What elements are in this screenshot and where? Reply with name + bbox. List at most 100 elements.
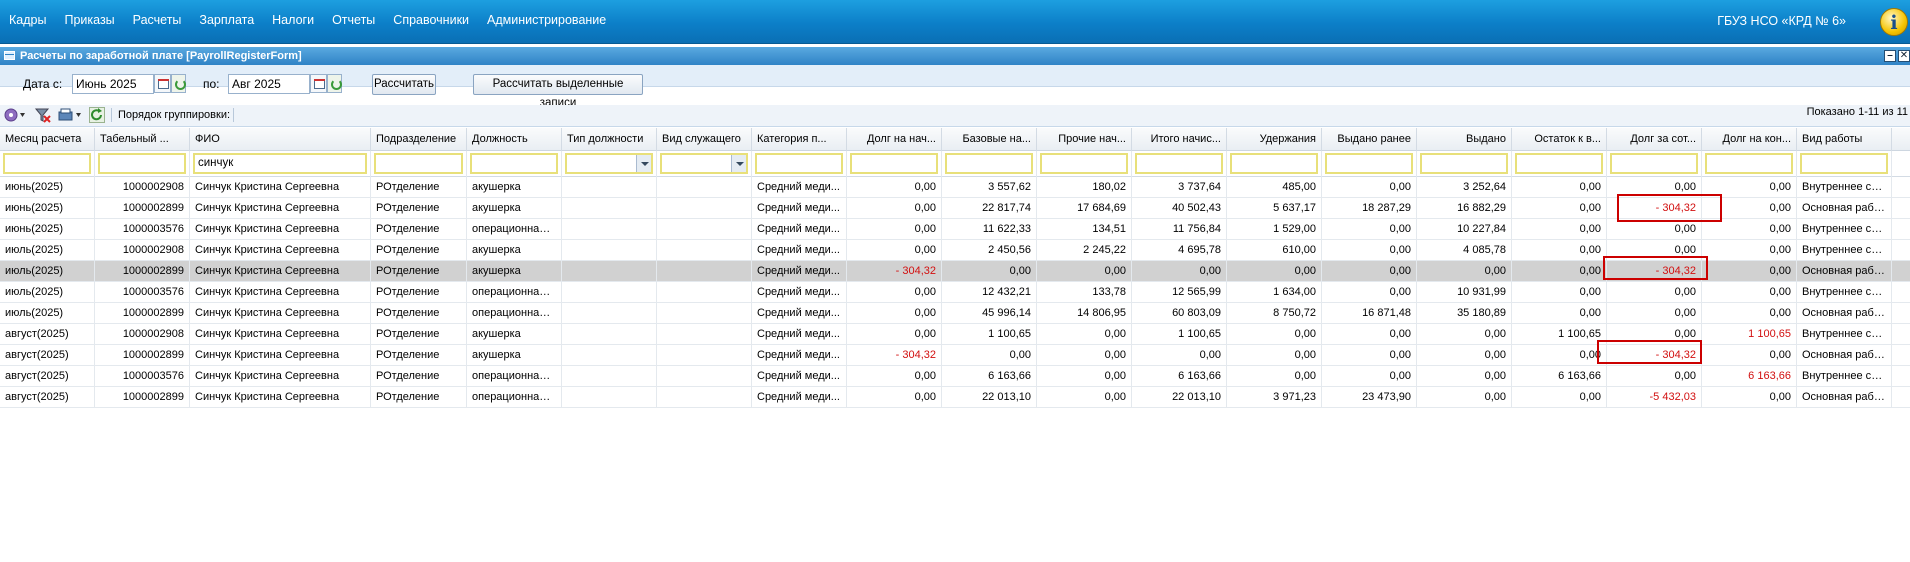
table-cell: [562, 219, 657, 240]
table-cell: Основная рабо...: [1797, 345, 1892, 366]
column-header[interactable]: Месяц расчета: [0, 128, 95, 151]
date-to-input[interactable]: Авг 2025: [228, 74, 310, 94]
menu-item-otchety[interactable]: Отчеты: [332, 13, 376, 27]
table-cell: 0,00: [1702, 198, 1797, 219]
table-row[interactable]: август(2025) 1000002899 Синчук Кристина Се…: [0, 345, 1910, 366]
fio-filter-input[interactable]: синчук: [193, 153, 367, 174]
column-header[interactable]: ФИО: [190, 128, 371, 151]
column-filter-input[interactable]: [470, 153, 558, 174]
column-header[interactable]: Долг на нач...: [847, 128, 942, 151]
calendar-icon[interactable]: [154, 74, 171, 93]
table-row[interactable]: август(2025) 1000003576 Синчук Кристина Се…: [0, 366, 1910, 387]
table-cell: июль(2025): [0, 282, 95, 303]
menu-item-prikazy[interactable]: Приказы: [64, 13, 115, 27]
column-filter-input[interactable]: [1800, 153, 1888, 174]
table-row[interactable]: июнь(2025) 1000002899 Синчук Кристина Серг…: [0, 198, 1910, 219]
menu-item-kadry[interactable]: Кадры: [9, 13, 47, 27]
column-header[interactable]: Категория п...: [752, 128, 847, 151]
table-cell: 133,78: [1037, 282, 1132, 303]
table-cell: Средний меди...: [752, 219, 847, 240]
column-header[interactable]: Долг за сот...: [1607, 128, 1702, 151]
column-filter-input[interactable]: [565, 153, 653, 174]
table-cell: акушерка: [467, 240, 562, 261]
column-filter-input[interactable]: [3, 153, 91, 174]
table-cell: 0,00: [847, 240, 942, 261]
column-filter-input[interactable]: [98, 153, 186, 174]
table-cell: 16 871,48: [1322, 303, 1417, 324]
menu-item-administrirovanie[interactable]: Администрирование: [487, 13, 607, 27]
table-row[interactable]: июль(2025) 1000002899 Синчук Кристина Серг…: [0, 261, 1910, 282]
column-header[interactable]: Подразделение: [371, 128, 467, 151]
table-row[interactable]: август(2025) 1000002908 Синчук Кристина Се…: [0, 324, 1910, 345]
column-header[interactable]: Вид служащего: [657, 128, 752, 151]
filter-cell: [1797, 151, 1892, 177]
column-header[interactable]: Остаток к в...: [1512, 128, 1607, 151]
calendar-icon[interactable]: [310, 74, 327, 93]
column-header[interactable]: Выдано ранее: [1322, 128, 1417, 151]
table-cell: 6 163,66: [942, 366, 1037, 387]
column-filter-input[interactable]: [1325, 153, 1413, 174]
table-row[interactable]: июль(2025) 1000003576 Синчук Кристина Серг…: [0, 282, 1910, 303]
menu-item-zarplata[interactable]: Зарплата: [199, 13, 255, 27]
date-from-input[interactable]: Июнь 2025: [72, 74, 154, 94]
column-filter-input[interactable]: [1230, 153, 1318, 174]
column-filter-input[interactable]: [850, 153, 938, 174]
column-header[interactable]: Тип должности: [562, 128, 657, 151]
table-cell: [657, 387, 752, 408]
column-header[interactable]: Базовые на...: [942, 128, 1037, 151]
refresh-icon[interactable]: [89, 107, 105, 123]
menu-item-nalogi[interactable]: Налоги: [272, 13, 315, 27]
column-filter-input[interactable]: [374, 153, 463, 174]
table-row[interactable]: июнь(2025) 1000002908 Синчук Кристина Серг…: [0, 177, 1910, 198]
table-cell: 0,00: [1322, 219, 1417, 240]
column-filter-input[interactable]: [1515, 153, 1603, 174]
menu-item-spravochniki[interactable]: Справочники: [393, 13, 470, 27]
print-dropdown-icon[interactable]: [57, 107, 83, 123]
chevron-down-icon[interactable]: [636, 155, 651, 172]
column-header[interactable]: Прочие нач...: [1037, 128, 1132, 151]
date-to-refresh-icon[interactable]: [327, 74, 342, 93]
close-button[interactable]: ✕: [1898, 50, 1910, 62]
table-cell: 22 817,74: [942, 198, 1037, 219]
column-filter-input[interactable]: [1705, 153, 1793, 174]
table-row[interactable]: июль(2025) 1000002899 Синчук Кристина Серг…: [0, 303, 1910, 324]
column-filter-input[interactable]: [660, 153, 748, 174]
table-row[interactable]: июнь(2025) 1000003576 Синчук Кристина Серг…: [0, 219, 1910, 240]
table-cell: 0,00: [1702, 177, 1797, 198]
table-cell: 0,00: [1512, 240, 1607, 261]
table-row[interactable]: июль(2025) 1000002908 Синчук Кристина Серг…: [0, 240, 1910, 261]
column-filter-input[interactable]: [1420, 153, 1508, 174]
column-header[interactable]: Табельный ...: [95, 128, 190, 151]
column-header[interactable]: Итого начис...: [1132, 128, 1227, 151]
column-filter-input[interactable]: [1610, 153, 1698, 174]
table-cell: операционная ...: [467, 303, 562, 324]
column-header[interactable]: Удержания: [1227, 128, 1322, 151]
table-cell: 0,00: [1607, 303, 1702, 324]
date-from-refresh-icon[interactable]: [171, 74, 186, 93]
table-cell: - 304,32: [847, 261, 942, 282]
calculate-selected-button[interactable]: Рассчитать выделенные записи: [473, 74, 643, 109]
settings-dropdown-icon[interactable]: [3, 107, 27, 123]
minimize-button[interactable]: –: [1884, 50, 1896, 62]
table-cell: 0,00: [847, 219, 942, 240]
table-cell: август(2025): [0, 324, 95, 345]
column-header[interactable]: Вид работы: [1797, 128, 1892, 151]
chevron-down-icon[interactable]: [731, 155, 746, 172]
column-header[interactable]: Долг на кон...: [1702, 128, 1797, 151]
menu-item-raschety[interactable]: Расчеты: [132, 13, 182, 27]
table-cell: 2 245,22: [1037, 240, 1132, 261]
column-filter-input[interactable]: [755, 153, 843, 174]
clear-filter-icon[interactable]: [34, 107, 52, 123]
info-icon[interactable]: i: [1880, 8, 1908, 36]
column-header[interactable]: Должность: [467, 128, 562, 151]
table-cell: 0,00: [1227, 261, 1322, 282]
table-cell: [657, 198, 752, 219]
calculate-button[interactable]: Рассчитать: [372, 74, 436, 95]
column-filter-input[interactable]: [1040, 153, 1128, 174]
table-cell: 0,00: [1512, 198, 1607, 219]
table-cell: 0,00: [1512, 219, 1607, 240]
column-filter-input[interactable]: [1135, 153, 1223, 174]
column-header[interactable]: Выдано: [1417, 128, 1512, 151]
table-row[interactable]: август(2025) 1000002899 Синчук Кристина Се…: [0, 387, 1910, 408]
column-filter-input[interactable]: [945, 153, 1033, 174]
